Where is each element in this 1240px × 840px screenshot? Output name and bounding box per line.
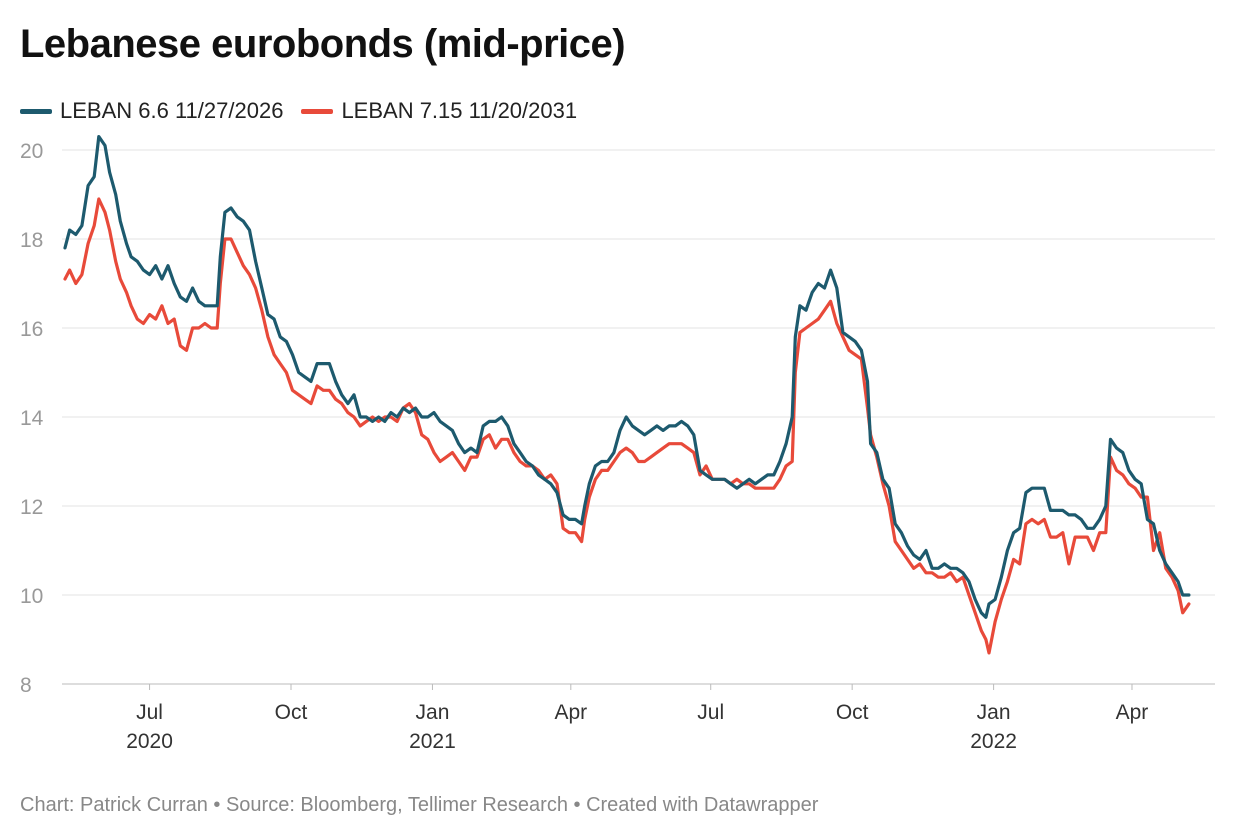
legend-label-leban-2031: LEBAN 7.15 11/20/2031 (341, 98, 578, 123)
chart-title: Lebanese eurobonds (mid-price) (20, 22, 626, 66)
legend-swatch-leban-2026 (20, 108, 52, 114)
series-line-leban-2031 (63, 197, 1191, 655)
y-tick-label: 20 (20, 140, 43, 163)
y-tick-label: 18 (20, 229, 43, 252)
y-tick-label: 8 (20, 674, 32, 697)
x-tick-year-label: 2021 (409, 730, 456, 753)
y-tick-label: 10 (20, 585, 43, 608)
x-tick-label: Apr (1116, 701, 1149, 724)
y-tick-label: 12 (20, 496, 43, 519)
x-tick-year-label: 2020 (126, 730, 173, 753)
legend-label-leban-2026: LEBAN 6.6 11/27/2026 (60, 98, 284, 123)
legend-item-leban-2031: LEBAN 7.15 11/20/2031 (301, 98, 577, 124)
series-line-leban-2026 (63, 135, 1191, 619)
x-tick-label: Oct (275, 701, 308, 724)
y-tick-label: 16 (20, 318, 43, 341)
x-tick-label: Apr (554, 701, 587, 724)
x-tick-label: Jul (136, 701, 163, 724)
legend-swatch-leban-2031 (301, 108, 334, 114)
x-tick-label: Jul (697, 701, 724, 724)
y-tick-label: 14 (20, 407, 44, 430)
x-tick-label: Jan (416, 701, 450, 724)
legend-item-leban-2026: LEBAN 6.6 11/27/2026 (20, 98, 283, 124)
x-tick-label: Oct (836, 701, 869, 724)
x-tick-year-label: 2022 (970, 730, 1017, 753)
x-tick-label: Jan (977, 701, 1011, 724)
chart-footer: Chart: Patrick Curran • Source: Bloomber… (20, 794, 819, 816)
legend: LEBAN 6.6 11/27/2026 LEBAN 7.15 11/20/20… (20, 98, 577, 124)
